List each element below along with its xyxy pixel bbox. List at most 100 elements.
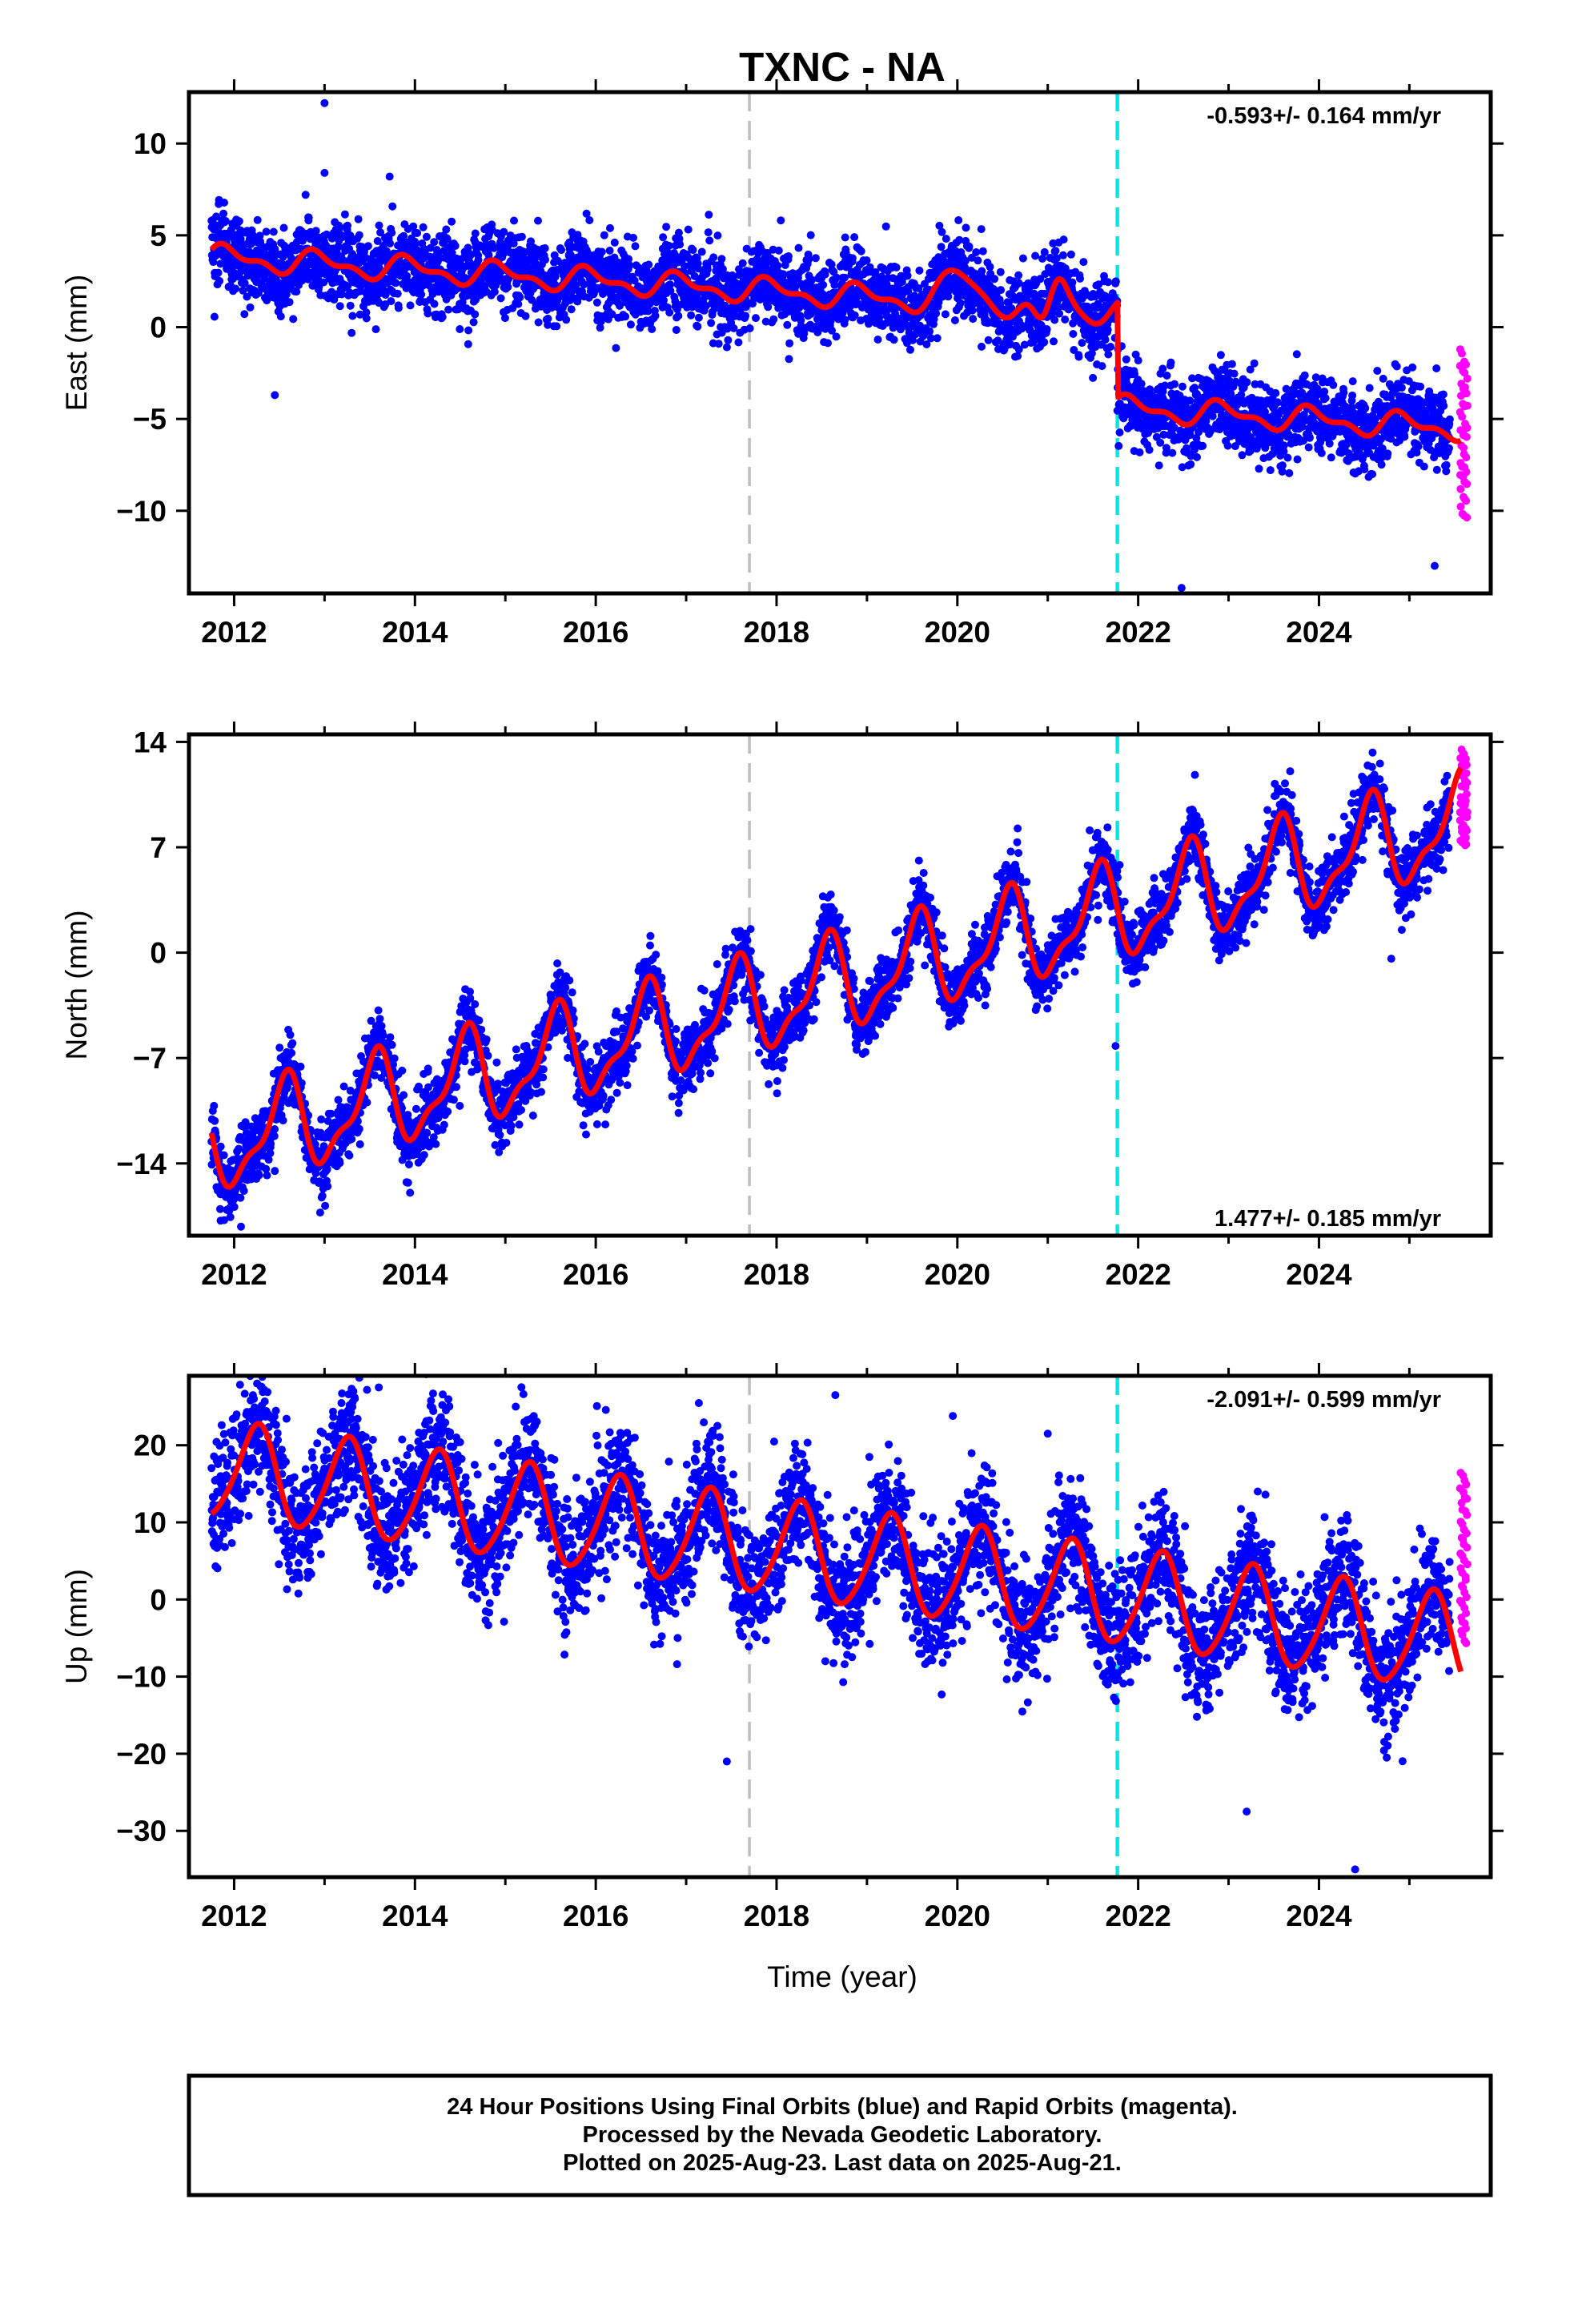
final-orbit-point [343, 282, 352, 291]
final-orbit-point [426, 243, 435, 252]
final-orbit-point [1293, 455, 1302, 464]
final-orbit-point [516, 293, 524, 302]
final-orbit-point [738, 259, 747, 267]
final-orbit-point [1050, 337, 1058, 346]
final-orbit-point [311, 227, 320, 235]
final-orbit-point [235, 217, 243, 226]
rapid-orbit-series [1456, 345, 1472, 522]
final-orbit-point [496, 294, 505, 303]
final-orbit-point [697, 247, 706, 256]
final-orbit-point [1061, 316, 1070, 324]
final-orbit-point [769, 315, 778, 324]
final-orbit-point [1250, 359, 1259, 368]
final-orbit-point [354, 215, 363, 223]
final-orbit-point [1442, 460, 1451, 469]
final-orbit-point [500, 227, 508, 236]
final-orbit-point [1373, 367, 1382, 375]
final-orbit-point [1397, 384, 1406, 392]
x-tick-label: 2020 [925, 616, 990, 649]
final-orbit-point [1170, 380, 1179, 388]
final-orbit-point [1445, 444, 1453, 452]
final-orbit-point [937, 243, 946, 251]
final-orbit-point [1156, 438, 1165, 447]
final-orbit-point [419, 223, 428, 231]
final-orbit-point [1279, 441, 1288, 450]
final-orbit-point [220, 199, 228, 207]
final-orbit-point [687, 311, 696, 320]
final-orbit-point [1134, 356, 1142, 365]
y-tick-label: 14 [134, 726, 167, 758]
final-orbit-point [221, 217, 230, 225]
final-orbit-point [1300, 371, 1309, 380]
final-orbit-point [320, 168, 329, 177]
final-orbit-point [597, 247, 606, 256]
final-orbit-point [279, 223, 288, 232]
final-orbit-point [544, 320, 552, 329]
final-orbit-point [718, 264, 727, 273]
final-orbit-point [1103, 325, 1112, 334]
final-orbit-point [1348, 391, 1357, 400]
final-orbit-point [282, 290, 291, 299]
final-orbit-point [806, 231, 815, 239]
final-orbit-point [932, 309, 941, 318]
final-orbit-point [484, 251, 493, 259]
final-orbit-point [347, 328, 356, 337]
final-orbit-point [674, 312, 683, 320]
final-orbit-point [1199, 441, 1207, 450]
final-orbit-point [596, 324, 604, 332]
final-orbit-point [388, 202, 397, 211]
final-orbit-point [335, 224, 343, 233]
final-orbit-point [216, 1142, 225, 1151]
final-orbit-point [717, 255, 726, 263]
final-orbit-point [648, 325, 656, 333]
final-orbit-point [1101, 336, 1110, 344]
final-orbit-point [1186, 460, 1195, 468]
final-orbit-point [236, 235, 245, 243]
final-orbit-point [1227, 360, 1236, 368]
final-orbit-point [752, 314, 760, 323]
final-orbit-point [521, 312, 530, 320]
final-orbit-point [605, 247, 614, 255]
final-orbit-point [1400, 432, 1409, 441]
final-orbit-point [1432, 364, 1441, 372]
y-tick-label: 5 [150, 219, 167, 252]
final-orbit-point [499, 250, 508, 258]
final-orbit-point [1329, 380, 1338, 389]
final-orbit-point [1135, 448, 1144, 456]
final-orbit-point [1014, 271, 1023, 279]
final-orbit-point [807, 275, 816, 284]
final-orbit-point [536, 302, 545, 311]
final-orbit-point [527, 237, 535, 246]
y-tick-label: 0 [150, 312, 167, 344]
final-orbit-point [665, 242, 673, 250]
final-orbit-point [464, 326, 473, 335]
rapid-orbit-point [1463, 401, 1472, 410]
final-orbit-point [784, 252, 793, 260]
final-orbit-point [1238, 451, 1247, 460]
final-orbit-point [705, 211, 713, 219]
final-orbit-point [1360, 465, 1369, 474]
final-orbit-point [805, 255, 813, 263]
final-orbit-point [1271, 388, 1280, 397]
final-orbit-point [340, 210, 349, 219]
final-orbit-point [734, 338, 743, 347]
final-orbit-point [320, 99, 329, 107]
final-orbit-point [443, 235, 452, 243]
final-orbit-point [226, 1212, 235, 1221]
final-orbit-point [824, 339, 832, 348]
final-orbit-point [319, 278, 328, 287]
final-orbit-point [211, 1116, 219, 1125]
final-orbit-point [567, 305, 576, 314]
final-orbit-point [1283, 453, 1292, 462]
final-orbit-point [881, 222, 890, 231]
chart-title: TXNC - NA [739, 44, 946, 90]
final-orbit-point [1069, 330, 1078, 338]
final-orbit-point [713, 231, 722, 240]
final-orbit-point [906, 345, 914, 354]
final-orbit-point [1305, 433, 1314, 442]
plot-area [207, 92, 1472, 593]
final-orbit-point [212, 212, 221, 221]
final-orbit-point [1368, 470, 1377, 479]
final-orbit-point [972, 248, 981, 256]
